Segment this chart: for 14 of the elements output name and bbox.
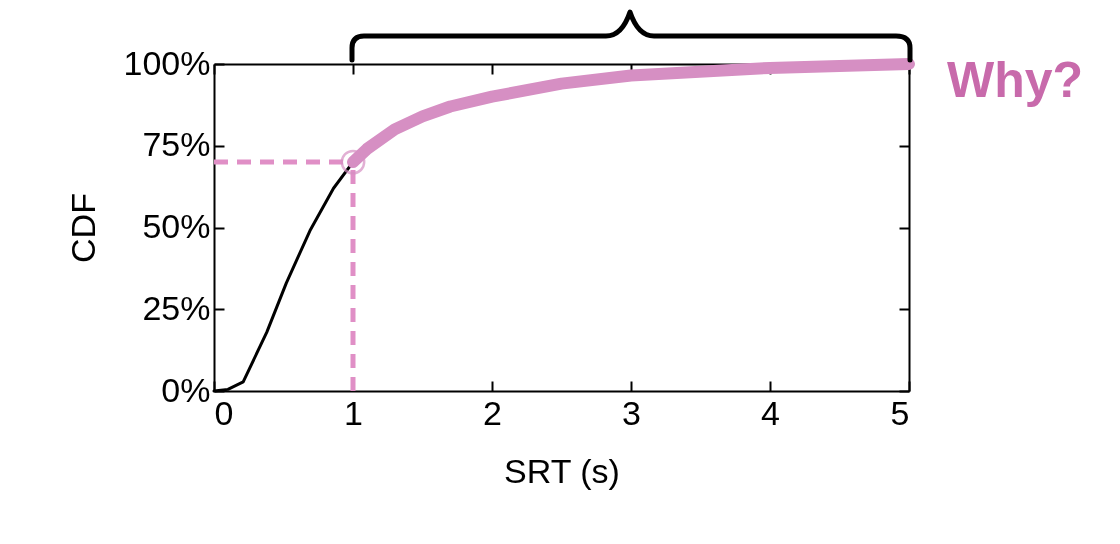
x-tick-label: 5 [890, 393, 910, 432]
x-tick-label: 1 [344, 393, 363, 432]
annotation: Why? [947, 52, 1084, 108]
y-axis-title: CDF [63, 193, 102, 263]
y-tick-label: 25% [142, 288, 211, 327]
x-tick-label: 4 [761, 393, 780, 432]
x-axis-title: SRT (s) [504, 451, 620, 490]
x-tick-label: 2 [483, 393, 502, 432]
y-tick-label: 50% [142, 207, 211, 245]
x-tick-label: 3 [622, 393, 641, 432]
y-tick-label: 100% [123, 43, 211, 82]
x-tick-label: 0 [214, 393, 234, 432]
y-tick-label: 0% [161, 370, 211, 409]
y-tick-label: 75% [142, 125, 211, 164]
